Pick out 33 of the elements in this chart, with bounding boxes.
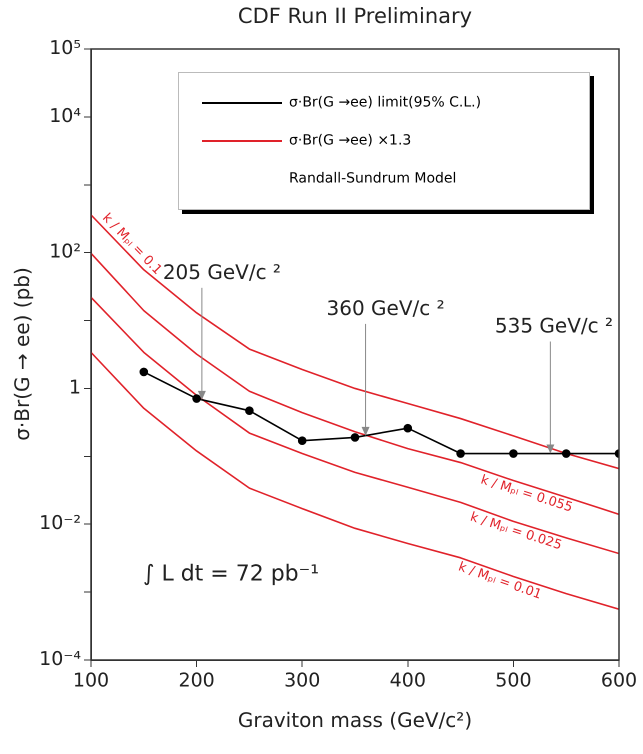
x-tick-label: 600	[600, 669, 638, 692]
annotation: 535 GeV/c ²	[494, 314, 613, 338]
point	[509, 449, 518, 458]
point	[404, 424, 412, 432]
annotation: 360 GeV/c ²	[326, 296, 445, 320]
point	[350, 433, 360, 442]
chart-title: CDF Run II Preliminary	[236, 4, 474, 28]
point	[192, 394, 201, 403]
text: k / Mₚₗ = 0.1	[99, 210, 165, 278]
x-tick-label: 100	[72, 669, 110, 692]
y-tick-label: 10⁴	[49, 104, 82, 127]
x-tick-label: 400	[390, 669, 426, 692]
annotation: ∫ L dt = 72 pb⁻¹	[143, 562, 320, 587]
point	[140, 368, 148, 376]
y-tick-label: 10⁻⁴	[39, 648, 82, 670]
x-tick-label: 500	[495, 669, 532, 692]
y-tick-label: 10⁻²	[39, 512, 81, 534]
annotation: σ·Br(G →ee) ×1.3	[289, 132, 412, 149]
x-axis-title: Graviton mass (GeV/c²)	[236, 708, 474, 732]
point	[298, 436, 306, 445]
annotation: 205 GeV/c ²	[162, 260, 281, 284]
point	[245, 406, 254, 416]
legend-title: Randall-Sundrum Model	[289, 170, 456, 187]
x-tick-label: 200	[178, 669, 215, 692]
x-tick-label: 300	[284, 669, 320, 692]
y-tick-label: 10⁵	[49, 36, 81, 59]
y-tick-label: 10²	[49, 240, 81, 263]
text: σ·Br(G →ee) limit(95% C.L.)	[289, 94, 482, 111]
text: k / Mₚₗ = 0.01	[456, 560, 544, 603]
y-axis-title: σ·Br(G → ee) (pb)	[10, 267, 34, 441]
y-tick-label: 1	[68, 376, 81, 398]
point	[456, 449, 465, 458]
point	[562, 449, 570, 458]
